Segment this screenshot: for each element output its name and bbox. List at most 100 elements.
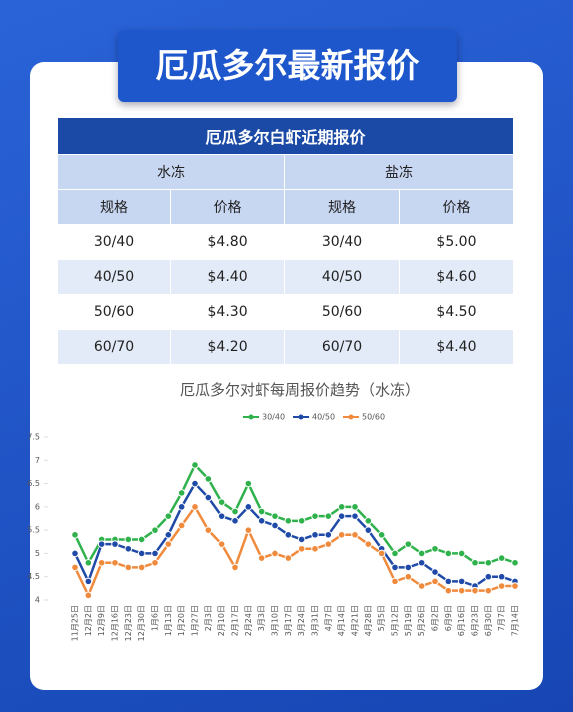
data-point bbox=[497, 582, 506, 590]
data-point bbox=[271, 521, 279, 530]
table-cell: 40/50 bbox=[58, 260, 171, 294]
data-point bbox=[391, 563, 399, 572]
data-point bbox=[71, 563, 79, 572]
data-point bbox=[111, 558, 119, 567]
series-line bbox=[73, 462, 516, 566]
y-tick-label: 7 bbox=[35, 456, 40, 465]
table-cell: 40/50 bbox=[284, 260, 399, 294]
y-tick-label: 6 bbox=[35, 502, 40, 511]
x-tick-label: 2月17日 bbox=[231, 605, 240, 636]
y-tick-label: 7.5 bbox=[27, 433, 40, 442]
data-point bbox=[151, 549, 159, 558]
data-point bbox=[164, 531, 173, 539]
data-point bbox=[191, 461, 199, 469]
data-point bbox=[484, 558, 493, 567]
data-point bbox=[84, 591, 93, 600]
data-point bbox=[431, 544, 439, 553]
data-point bbox=[417, 558, 426, 567]
x-tick-label: 12月16日 bbox=[111, 605, 120, 641]
table-cell: 60/70 bbox=[284, 330, 399, 364]
data-point bbox=[417, 582, 426, 590]
data-point bbox=[484, 572, 493, 581]
table-cell: $4.20 bbox=[170, 330, 285, 364]
y-tick-label: 5 bbox=[35, 549, 40, 558]
table-cell: $4.30 bbox=[170, 295, 284, 329]
y-tick-label: 5.5 bbox=[27, 526, 40, 535]
chart-title: 厄瓜多尔对虾每周报价趋势（水冻） bbox=[180, 381, 420, 399]
x-tick-label: 5月26日 bbox=[417, 605, 426, 636]
x-tick-label: 3月31日 bbox=[311, 605, 320, 636]
data-point bbox=[297, 544, 306, 553]
data-point bbox=[404, 540, 413, 548]
data-point bbox=[484, 586, 493, 595]
x-tick-label: 1月27日 bbox=[191, 605, 200, 636]
x-tick-label: 1月20日 bbox=[177, 605, 186, 636]
x-tick-label: 7月14日 bbox=[511, 605, 520, 636]
table-cell: 50/60 bbox=[93, 304, 135, 320]
price-table: 厄瓜多尔白虾近期报价 水冻 盐冻 规格 价格 规格 价格 30/40 $4.80 30/40… bbox=[58, 117, 513, 365]
table-cell: $4.40 bbox=[170, 260, 285, 294]
x-tick-label: 12月23日 bbox=[124, 605, 133, 641]
data-point bbox=[164, 512, 173, 520]
x-tick-label: 3月10日 bbox=[271, 605, 280, 636]
table-row: 30/40 $4.80 30/40 $5.00 bbox=[58, 225, 513, 259]
data-point bbox=[257, 517, 266, 525]
table-row: 60/70 $4.20 60/70 $4.40 bbox=[58, 330, 513, 364]
x-tick-label: 5月19日 bbox=[404, 605, 413, 636]
data-point bbox=[244, 479, 253, 488]
data-point bbox=[404, 572, 413, 581]
table-row: 40/50 $4.40 40/50 $4.60 bbox=[58, 260, 513, 294]
x-tick-label: 2月10日 bbox=[217, 605, 226, 636]
data-point bbox=[71, 549, 79, 558]
data-point bbox=[204, 526, 213, 534]
x-tick-label: 5月12日 bbox=[391, 605, 400, 636]
data-point bbox=[137, 535, 146, 544]
table-cell: $4.40 bbox=[398, 330, 513, 364]
data-point bbox=[177, 503, 186, 511]
data-point bbox=[377, 531, 386, 539]
data-point bbox=[324, 512, 333, 520]
table-cell: $4.50 bbox=[398, 295, 513, 329]
data-point bbox=[311, 544, 319, 553]
data-point bbox=[257, 554, 266, 562]
data-point bbox=[497, 572, 506, 581]
data-point bbox=[191, 503, 199, 511]
group-header: 水冻 bbox=[58, 155, 285, 189]
data-point bbox=[217, 512, 226, 520]
table-cell: $4.80 bbox=[170, 225, 284, 259]
legend-marker bbox=[248, 414, 254, 420]
data-point bbox=[377, 549, 386, 558]
data-point bbox=[351, 503, 359, 511]
column-header: 规格 bbox=[58, 190, 171, 224]
data-point bbox=[97, 540, 106, 548]
x-tick-label: 6月23日 bbox=[471, 605, 480, 636]
data-point bbox=[231, 517, 239, 525]
data-point bbox=[391, 577, 399, 586]
data-point bbox=[177, 489, 186, 497]
series-line bbox=[73, 481, 516, 588]
table-cell: $4.60 bbox=[398, 260, 513, 294]
group-header: 盐冻 bbox=[284, 155, 513, 189]
data-point bbox=[351, 512, 359, 520]
legend-label: 50/60 bbox=[362, 413, 385, 422]
data-point bbox=[364, 540, 373, 548]
data-point bbox=[471, 558, 479, 567]
data-point bbox=[97, 558, 106, 567]
x-tick-label: 3月3日 bbox=[257, 605, 266, 631]
x-tick-label: 3月17日 bbox=[284, 605, 293, 636]
data-point bbox=[244, 503, 253, 511]
data-point bbox=[431, 577, 439, 586]
data-point bbox=[457, 577, 466, 586]
data-point bbox=[151, 558, 159, 567]
column-header: 价格 bbox=[398, 190, 513, 224]
data-point bbox=[471, 586, 479, 595]
table-cell: 50/60 bbox=[284, 295, 399, 329]
data-point bbox=[257, 507, 266, 516]
x-tick-label: 4月7日 bbox=[324, 605, 333, 631]
data-point bbox=[417, 549, 426, 558]
y-tick-label: 4 bbox=[35, 596, 40, 605]
x-tick-label: 11月25日 bbox=[71, 605, 80, 641]
data-point bbox=[457, 549, 466, 558]
x-tick-label: 2月24日 bbox=[244, 605, 253, 636]
